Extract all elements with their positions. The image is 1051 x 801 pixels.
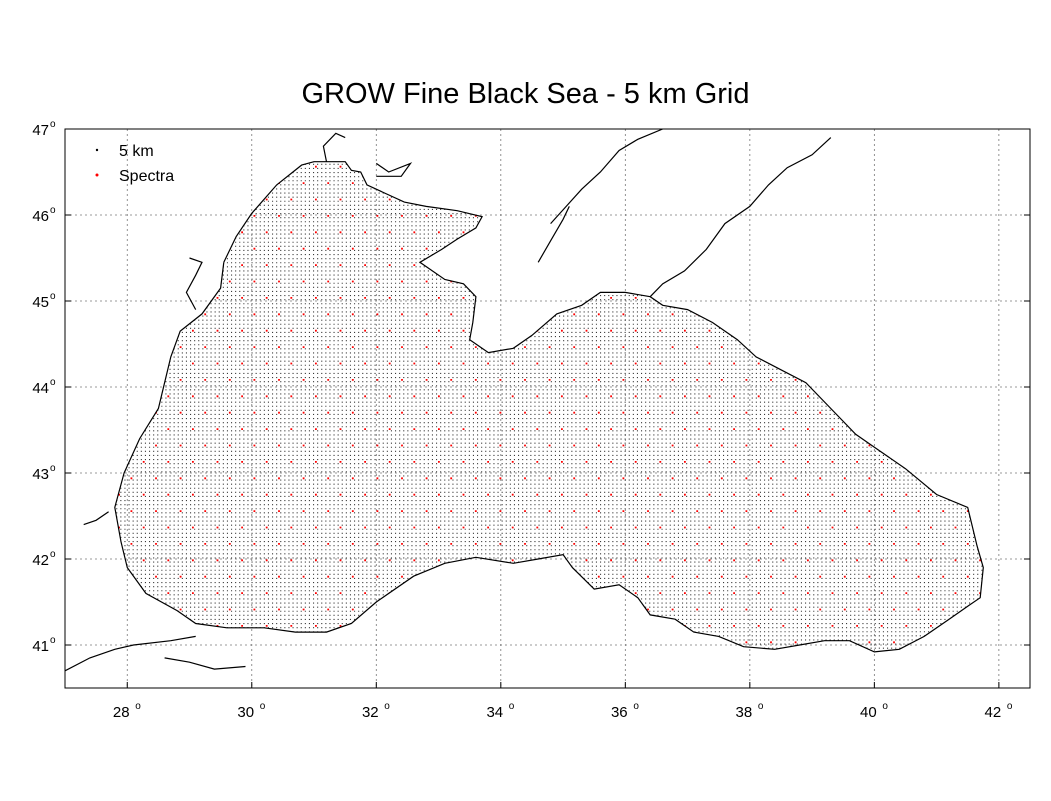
coastline-segment bbox=[649, 137, 832, 298]
y-tick-degree: o bbox=[50, 205, 56, 216]
x-tick-label: 34 bbox=[486, 704, 503, 721]
y-tick-degree: o bbox=[50, 463, 56, 474]
x-tick-label: 42 bbox=[985, 704, 1002, 721]
x-tick-degree: o bbox=[509, 701, 515, 712]
coastline-segment bbox=[550, 129, 663, 225]
x-tick-degree: o bbox=[633, 701, 639, 712]
x-tick-degree: o bbox=[1007, 701, 1013, 712]
plot-frame bbox=[64, 128, 1031, 689]
x-tick-label: 36 bbox=[611, 704, 628, 721]
y-tick-degree: o bbox=[50, 549, 56, 560]
coastline-segment bbox=[83, 511, 109, 526]
x-tick-degree: o bbox=[260, 701, 266, 712]
graticule bbox=[65, 128, 1030, 688]
x-tick-degree: o bbox=[758, 701, 764, 712]
y-axis: 41 o42 o43 o44 o45 o46 o47 o bbox=[32, 119, 1030, 655]
y-tick-label: 44 bbox=[32, 380, 49, 397]
y-tick-label: 43 bbox=[32, 466, 49, 483]
x-tick-label: 32 bbox=[362, 704, 379, 721]
legend-marker-5km bbox=[95, 148, 99, 152]
x-tick-degree: o bbox=[384, 701, 390, 712]
legend-label-5km: 5 km bbox=[119, 143, 154, 160]
coastline-segment bbox=[185, 257, 203, 310]
x-axis: 28 o 30 o 32 o 34 o 36 o 38 o 40 o 42 o bbox=[113, 682, 1013, 721]
y-tick-label: 46 bbox=[32, 208, 49, 225]
x-tick-label: 30 bbox=[237, 704, 254, 721]
y-tick-degree: o bbox=[50, 377, 56, 388]
spectra-point-dots bbox=[114, 161, 984, 652]
grid-points-5km bbox=[114, 161, 984, 652]
y-tick-label: 41 bbox=[32, 638, 49, 655]
coastline-segment bbox=[375, 162, 413, 177]
coastline-segment bbox=[537, 206, 570, 263]
coastline-segment bbox=[65, 635, 196, 672]
x-tick-label: 38 bbox=[735, 704, 752, 721]
coastline bbox=[65, 129, 984, 672]
legend-marker-spectra bbox=[95, 173, 99, 177]
coastline-segment bbox=[114, 161, 984, 653]
legend: 5 km Spectra bbox=[95, 143, 174, 185]
legend-label-spectra: Spectra bbox=[119, 168, 174, 185]
y-tick-degree: o bbox=[50, 635, 56, 646]
y-tick-label: 42 bbox=[32, 552, 49, 569]
x-tick-degree: o bbox=[135, 701, 141, 712]
grid-point-dots bbox=[114, 161, 984, 652]
x-tick-degree: o bbox=[882, 701, 888, 712]
y-tick-label: 47 bbox=[32, 122, 49, 139]
chart-title: GROW Fine Black Sea - 5 km Grid bbox=[301, 78, 750, 110]
x-tick-label: 28 bbox=[113, 704, 130, 721]
coastline-segment bbox=[322, 132, 346, 162]
y-tick-degree: o bbox=[50, 291, 56, 302]
x-tick-label: 40 bbox=[860, 704, 877, 721]
coastline-segment bbox=[164, 657, 246, 670]
y-tick-label: 45 bbox=[32, 294, 49, 311]
y-tick-degree: o bbox=[50, 119, 56, 130]
